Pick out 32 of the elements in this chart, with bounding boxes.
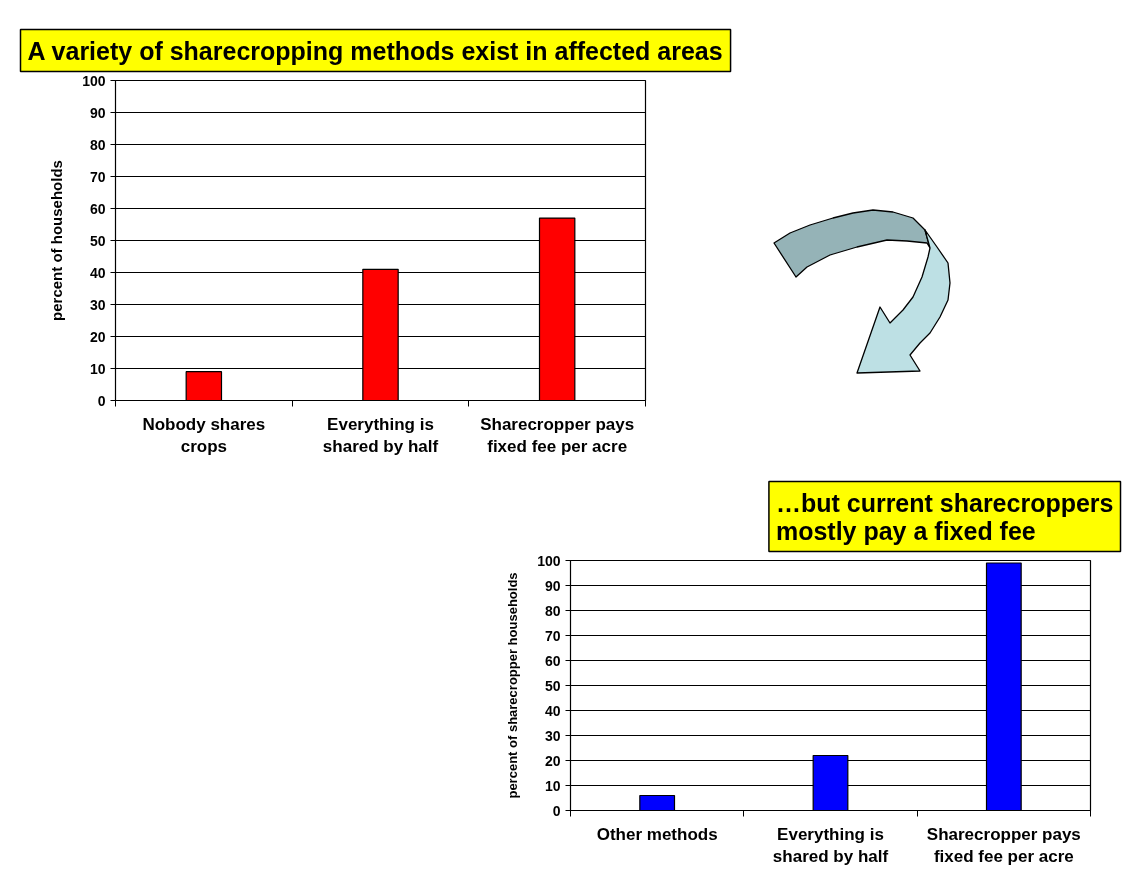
y-tick-label: 10	[89, 360, 106, 377]
y-tick-label: 40	[89, 264, 106, 281]
y-tick-label: 70	[89, 168, 106, 185]
y-tick-label: 10	[544, 777, 561, 794]
x-tick-label: Other methods	[596, 824, 718, 844]
y-tick-label: 90	[544, 577, 561, 594]
y-tick-label: 20	[89, 328, 106, 345]
y-tick-label: 90	[89, 104, 106, 121]
x-tick-label: Everything is shared by half	[772, 824, 889, 867]
y-axis-title: percent of sharecropper households	[505, 572, 521, 799]
y-tick-label: 50	[544, 677, 561, 694]
y-tick-label: 0	[552, 802, 561, 819]
y-tick-label: 40	[544, 702, 561, 719]
y-tick-label: 0	[97, 392, 106, 409]
x-tick-label: Sharecropper pays fixed fee per acre	[926, 824, 1081, 867]
y-tick-label: 60	[544, 652, 561, 669]
y-tick-label: 70	[544, 627, 561, 644]
y-tick-label: 60	[89, 200, 106, 217]
x-tick-label: Sharecropper pays fixed fee per acre	[480, 414, 635, 457]
y-axis-title: percent of households	[48, 160, 66, 321]
y-tick-label: 100	[537, 552, 561, 569]
y-tick-label: 30	[89, 296, 106, 313]
y-tick-label: 80	[544, 602, 561, 619]
y-tick-label: 20	[544, 752, 561, 769]
x-tick-label: Everything is shared by half	[322, 414, 439, 457]
chart-title: …but current sharecroppers mostly pay a fixed fee	[775, 488, 1114, 545]
chart-title: A variety of sharecropping methods exist in affected areas	[27, 36, 723, 65]
y-tick-label: 100	[82, 72, 106, 89]
x-tick-label: Nobody shares crops	[142, 414, 266, 457]
y-tick-label: 50	[89, 232, 106, 249]
y-tick-label: 80	[89, 136, 106, 153]
y-tick-label: 30	[544, 727, 561, 744]
